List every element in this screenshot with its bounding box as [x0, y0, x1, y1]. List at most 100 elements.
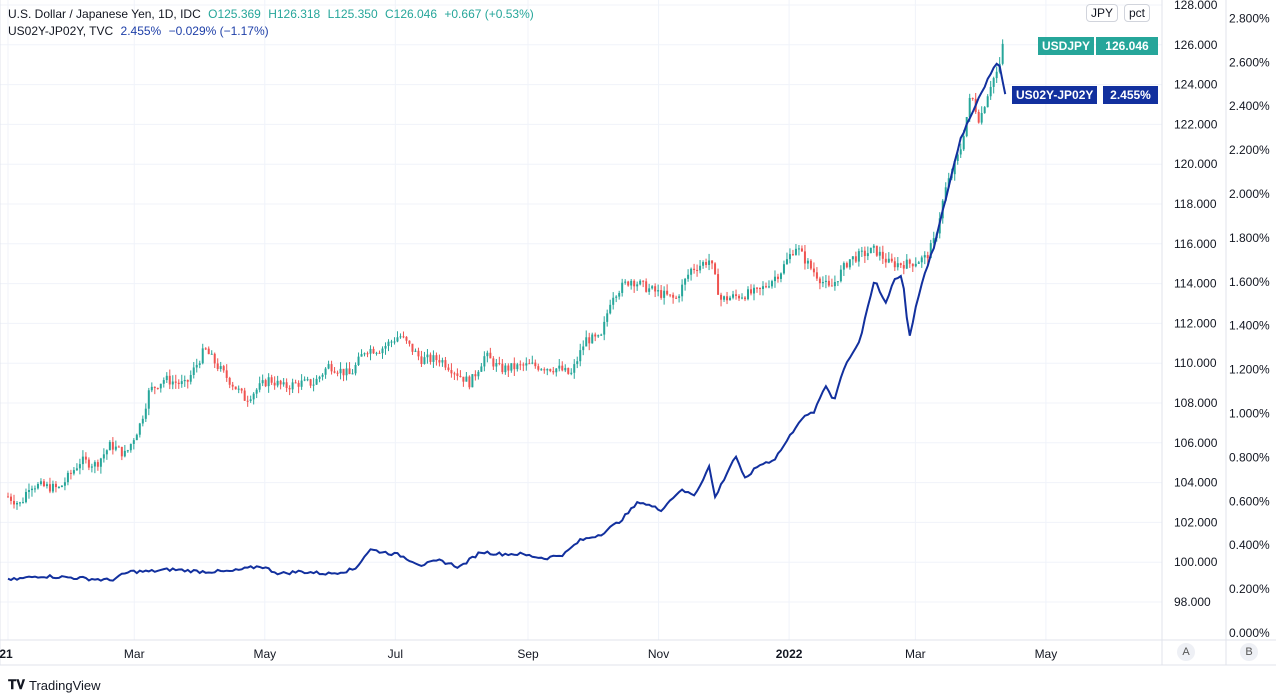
candle-body: [459, 375, 462, 377]
candle-body: [905, 259, 908, 269]
usdjpy-close: C126.046: [384, 7, 438, 21]
candle-body: [57, 486, 60, 488]
candle-body: [618, 292, 621, 297]
candle-body: [42, 481, 45, 487]
candle-body: [684, 278, 687, 285]
spread-line: [7, 62, 1007, 582]
candle-body: [812, 268, 815, 273]
candle-body: [336, 372, 339, 374]
candle-body: [231, 384, 234, 387]
spread-name: US02Y-JP02Y, TVC: [8, 24, 114, 38]
candle-body: [204, 348, 207, 350]
candle-body: [183, 379, 186, 382]
auto-scale-button[interactable]: A: [1177, 643, 1195, 661]
candle-body: [273, 382, 276, 386]
candle-body: [264, 380, 267, 387]
candle-body: [711, 260, 714, 264]
candle-body: [609, 304, 612, 314]
candle-body: [84, 456, 87, 460]
candle-body: [636, 284, 639, 287]
candle-body: [902, 265, 905, 269]
candle-body: [672, 294, 675, 298]
candle-body: [866, 253, 869, 257]
candle-body: [714, 263, 717, 275]
left-axis-tick-label: 112.000: [1174, 316, 1217, 330]
candle-body: [983, 107, 986, 114]
candle-body: [582, 346, 585, 351]
candle-body: [555, 368, 558, 373]
candle-body: [851, 256, 854, 260]
spread-change: −0.029% (−1.17%): [168, 24, 269, 38]
candle-body: [351, 373, 354, 375]
candle-body: [489, 352, 492, 359]
left-axis-tick-label: 126.000: [1174, 38, 1218, 52]
scale-b-button[interactable]: B: [1240, 643, 1258, 661]
candle-body: [444, 360, 447, 368]
candle-body: [597, 335, 600, 337]
candle-body: [929, 243, 932, 259]
candle-body: [126, 450, 129, 452]
candle-body: [246, 400, 249, 402]
candle-body: [21, 502, 24, 504]
candle-body: [45, 484, 48, 487]
candle-body: [207, 348, 210, 355]
left-axis-tick-label: 104.000: [1174, 476, 1218, 490]
right-axis-unit[interactable]: pct: [1124, 4, 1151, 22]
candle-body: [576, 361, 579, 365]
time-axis-tick-label: Mar: [905, 647, 926, 661]
candle-body: [348, 368, 351, 375]
candle-body: [12, 500, 15, 505]
candle-body: [992, 78, 995, 87]
candle-body: [519, 364, 522, 366]
candle-body: [492, 358, 495, 367]
candle-body: [261, 380, 264, 384]
candle-body: [306, 379, 309, 381]
candle-body: [642, 280, 645, 282]
candle-body: [486, 352, 489, 357]
right-axis-tick-label: 1.600%: [1229, 275, 1270, 289]
candle-body: [690, 268, 693, 275]
candle-body: [375, 352, 378, 354]
candle-body: [171, 381, 174, 385]
candle-body: [150, 386, 153, 391]
candle-body: [537, 366, 540, 370]
candle-body: [117, 446, 120, 448]
candle-body: [681, 284, 684, 297]
candle-body: [507, 365, 510, 371]
candle-body: [216, 363, 219, 369]
candle-body: [51, 483, 54, 492]
candle-body: [848, 259, 851, 268]
candle-body: [177, 382, 180, 385]
candle-body: [318, 376, 321, 379]
candle-body: [294, 382, 297, 384]
candle-body: [785, 259, 788, 265]
time-axis-tick-label: May: [253, 647, 276, 661]
spread-tag-label: US02Y-JP02Y: [1012, 86, 1098, 104]
candle-body: [297, 382, 300, 387]
candle-body: [899, 263, 902, 266]
candle-body: [923, 255, 926, 258]
candle-body: [606, 313, 609, 322]
candle-body: [243, 390, 246, 401]
candle-body: [285, 382, 288, 389]
candle-body: [860, 250, 863, 252]
candle-body: [144, 408, 147, 419]
candle-body: [980, 113, 983, 123]
candle-body: [839, 269, 842, 282]
left-axis-unit[interactable]: JPY: [1086, 4, 1119, 22]
candle-body: [420, 356, 423, 365]
time-axis-tick-label: 2021: [0, 647, 13, 661]
candle-body: [770, 281, 773, 287]
candle-body: [426, 354, 429, 358]
candle-body: [129, 443, 132, 451]
candle-body: [962, 136, 965, 150]
candle-body: [30, 488, 33, 491]
candle-body: [309, 379, 312, 386]
time-axis-tick-label: May: [1035, 647, 1058, 661]
candle-body: [779, 273, 782, 279]
candle-body: [803, 251, 806, 264]
candle-body: [890, 258, 893, 262]
candle-body: [462, 376, 465, 382]
candle-body: [723, 296, 726, 300]
